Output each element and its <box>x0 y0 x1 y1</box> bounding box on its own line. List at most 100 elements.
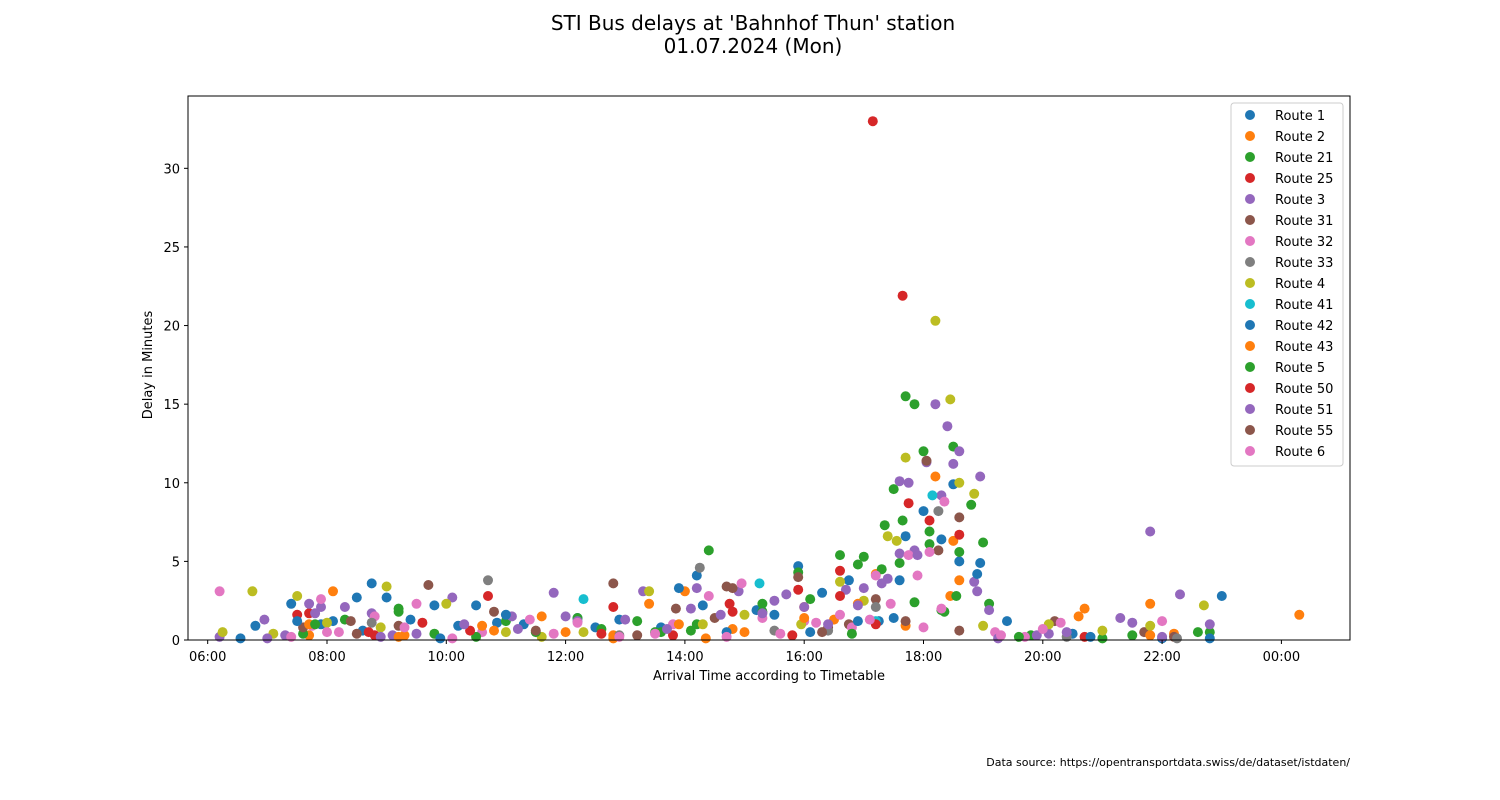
data-point <box>1157 631 1168 642</box>
data-source-note: Data source: https://opentransportdata.s… <box>986 756 1350 769</box>
data-point <box>918 622 929 633</box>
legend-label: Route 32 <box>1275 235 1333 250</box>
data-point <box>1198 600 1209 611</box>
data-point <box>489 625 499 636</box>
data-point <box>316 602 326 612</box>
y-axis-ticks: 0 5 10 15 20 25 30 <box>163 162 188 649</box>
data-point <box>322 617 332 628</box>
y-tick-label: 5 <box>172 555 180 570</box>
data-point <box>924 547 935 557</box>
data-point <box>366 617 377 628</box>
legend-marker <box>1245 383 1255 393</box>
data-point <box>835 550 845 561</box>
data-point <box>262 633 273 644</box>
legend-marker <box>1245 236 1255 246</box>
data-point <box>1079 603 1090 614</box>
data-point <box>715 609 726 620</box>
data-point <box>345 616 356 627</box>
chart-title: STI Bus delays at 'Bahnhof Thun' station <box>550 11 956 35</box>
data-point <box>650 628 661 639</box>
data-point <box>969 488 980 499</box>
data-point <box>757 598 768 609</box>
data-point <box>292 591 303 601</box>
data-point <box>924 539 935 550</box>
data-point <box>1204 633 1215 644</box>
data-point <box>375 631 386 642</box>
data-point <box>900 391 911 402</box>
legend-label: Route 21 <box>1275 151 1333 166</box>
data-point <box>310 608 321 619</box>
data-point <box>1061 627 1072 638</box>
data-point <box>727 606 738 617</box>
data-point <box>399 622 410 633</box>
data-point <box>843 575 854 586</box>
x-tick-label: 16:00 <box>785 650 822 665</box>
data-point <box>975 471 986 482</box>
data-point <box>727 583 738 594</box>
data-point <box>411 598 422 609</box>
data-point <box>447 633 458 644</box>
y-tick-label: 10 <box>163 477 180 492</box>
data-point <box>894 548 905 559</box>
data-point <box>322 627 332 638</box>
data-point <box>799 613 810 623</box>
legend-marker <box>1245 152 1255 162</box>
data-point <box>909 597 920 608</box>
data-point <box>805 594 816 605</box>
data-point <box>739 627 750 638</box>
data-point <box>483 575 493 586</box>
data-point <box>721 631 732 642</box>
data-point <box>900 531 911 542</box>
data-point <box>1097 633 1108 644</box>
data-point <box>524 614 535 625</box>
data-point <box>217 627 228 638</box>
data-point <box>668 630 678 641</box>
data-point <box>954 529 965 540</box>
legend-label: Route 42 <box>1275 319 1333 334</box>
data-point <box>882 531 893 542</box>
data-point <box>888 613 899 623</box>
data-point <box>858 583 869 594</box>
data-point <box>632 630 643 641</box>
data-point <box>1055 617 1066 628</box>
data-point <box>900 452 911 463</box>
legend-label: Route 25 <box>1275 172 1333 187</box>
data-point <box>817 587 828 598</box>
data-point <box>685 625 696 636</box>
data-point <box>954 556 965 567</box>
data-point <box>673 619 684 630</box>
data-point <box>608 602 619 612</box>
data-point <box>903 498 914 509</box>
data-point <box>793 584 804 595</box>
data-point <box>1145 630 1156 641</box>
data-point <box>1204 619 1215 630</box>
data-point <box>620 614 631 625</box>
data-point <box>316 594 326 605</box>
data-point <box>769 595 780 606</box>
data-point <box>897 515 908 526</box>
data-point <box>978 537 989 548</box>
data-point <box>966 499 977 510</box>
data-point <box>793 572 804 583</box>
data-point <box>954 512 965 523</box>
y-tick-label: 15 <box>163 398 180 413</box>
data-point <box>945 394 956 405</box>
legend-marker <box>1245 131 1255 141</box>
legend-box <box>1230 102 1344 467</box>
data-point <box>948 458 959 469</box>
data-point <box>1127 617 1138 628</box>
data-point <box>596 628 607 639</box>
data-point <box>996 630 1006 641</box>
data-point <box>817 627 828 638</box>
x-tick-label: 20:00 <box>1024 650 1061 665</box>
legend: Route 1 Route 2 Route 21 Route 25 Route 3 Rou… <box>1230 102 1344 467</box>
data-point <box>894 575 905 586</box>
data-point <box>954 625 965 636</box>
data-point <box>918 506 929 517</box>
x-tick-label: 06:00 <box>189 650 226 665</box>
data-point <box>477 620 488 631</box>
data-point <box>328 586 338 597</box>
data-point <box>835 609 845 620</box>
x-tick-label: 00:00 <box>1263 650 1300 665</box>
data-point <box>930 471 941 482</box>
